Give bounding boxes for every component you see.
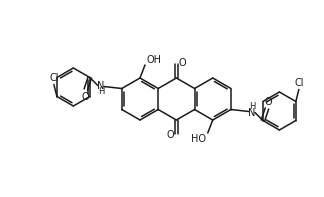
Text: O: O <box>264 97 272 107</box>
Text: Cl: Cl <box>49 72 59 83</box>
Text: O: O <box>167 130 174 140</box>
Text: Cl: Cl <box>294 77 304 87</box>
Text: H: H <box>249 102 255 111</box>
Text: OH: OH <box>146 55 161 65</box>
Text: N: N <box>248 108 256 117</box>
Text: HO: HO <box>191 134 206 144</box>
Text: O: O <box>81 91 89 101</box>
Text: N: N <box>97 81 105 90</box>
Text: H: H <box>98 87 104 96</box>
Text: O: O <box>179 58 186 68</box>
